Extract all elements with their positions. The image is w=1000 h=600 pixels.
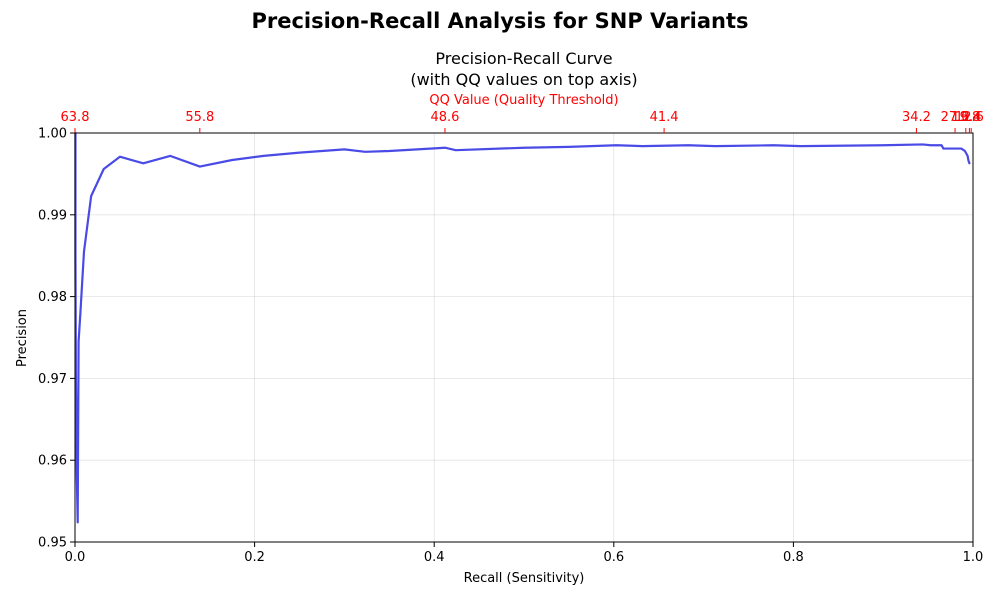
x-axis-label: Recall (Sensitivity) (464, 571, 585, 586)
top-tick-label: 34.2 (902, 110, 931, 125)
series-layer (74, 131, 971, 524)
top-tick-label: 19.8 (951, 110, 980, 125)
axes-title-line2: (with QQ values on top axis) (410, 70, 637, 89)
top-tick-label: 63.8 (61, 110, 90, 125)
y-tick-label: 0.95 (38, 536, 67, 551)
top-tick-label: 41.4 (650, 110, 679, 125)
top-tick-label: 27.0 (941, 110, 970, 125)
top-tick-label: 55.8 (185, 110, 214, 125)
x-tick-label: 1.0 (963, 550, 984, 565)
top-tick-label: 12.6 (955, 110, 984, 125)
top-tick-label: 5.4 (961, 110, 982, 125)
y-tick-label: 0.98 (38, 290, 67, 305)
y-axis-label: Precision (15, 309, 30, 367)
top-axis-ticks: 63.8 55.8 48.6 41.4 34.2 27.019.812.65.4 (61, 110, 984, 133)
x-tick-label: 0.0 (65, 550, 86, 565)
plot-frame (74, 132, 974, 543)
x-tick-label: 0.4 (424, 550, 445, 565)
x-axis-ticks: 0.0 0.2 0.4 0.6 0.8 1.0 (65, 542, 984, 565)
y-tick-label: 1.00 (38, 127, 67, 142)
x-tick-label: 0.2 (244, 550, 265, 565)
y-tick-label: 0.99 (38, 208, 67, 223)
top-axis-label: QQ Value (Quality Threshold) (429, 93, 618, 108)
pr-curve-line (74, 131, 971, 524)
figure-suptitle: Precision-Recall Analysis for SNP Varian… (251, 9, 748, 33)
x-tick-label: 0.6 (603, 550, 624, 565)
x-tick-label: 0.8 (783, 550, 804, 565)
y-tick-label: 0.97 (38, 372, 67, 387)
y-axis-ticks: 0.95 0.96 0.97 0.98 0.99 1.00 (38, 127, 75, 551)
axes-title-line1: Precision-Recall Curve (435, 49, 612, 68)
top-tick-label: 48.6 (430, 110, 459, 125)
y-tick-label: 0.96 (38, 454, 67, 469)
